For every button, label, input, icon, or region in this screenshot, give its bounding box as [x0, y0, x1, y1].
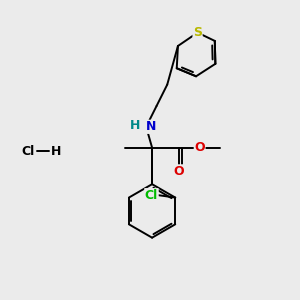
Text: S: S — [193, 26, 202, 39]
Text: N: N — [146, 120, 156, 133]
Text: O: O — [173, 165, 184, 178]
Text: Cl: Cl — [145, 189, 158, 202]
Text: H: H — [51, 145, 62, 158]
Text: H: H — [130, 119, 140, 132]
Text: O: O — [194, 141, 205, 154]
Text: Cl: Cl — [22, 145, 35, 158]
